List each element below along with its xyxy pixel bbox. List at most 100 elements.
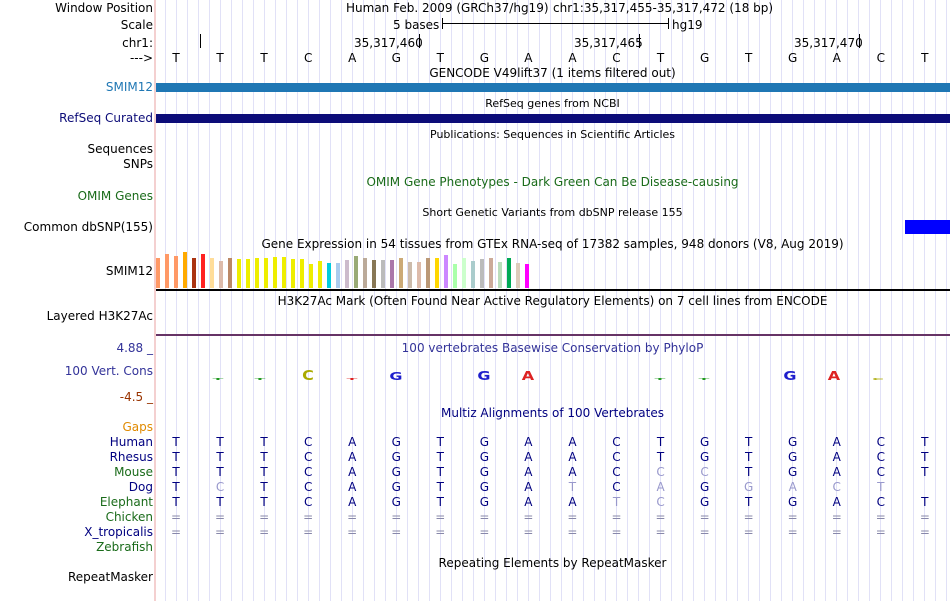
gtex-tissue-bar[interactable] — [507, 258, 511, 288]
reference-base: T — [921, 51, 929, 65]
omim-track-title[interactable]: OMIM Gene Phenotypes - Dark Green Can Be… — [366, 175, 739, 189]
multiz-species-label[interactable]: Chicken — [105, 510, 153, 524]
gtex-tissue-bar[interactable] — [291, 259, 295, 288]
h3k27ac-track-title[interactable]: H3K27Ac Mark (Often Found Near Active Re… — [277, 294, 828, 308]
aligned-base: T — [744, 450, 753, 464]
aligned-base: T — [172, 450, 180, 464]
phylop-track-title[interactable]: 100 vertebrates Basewise Conservation by… — [401, 341, 704, 355]
gtex-tissue-bar[interactable] — [516, 263, 520, 288]
multiz-species-label[interactable]: Elephant — [99, 495, 153, 509]
gtex-tissue-bar[interactable] — [237, 259, 241, 288]
phylop-track-label[interactable]: 100 Vert. Cons — [64, 364, 153, 378]
conservation-logo-letter: C — [872, 377, 884, 380]
gtex-tissue-bar[interactable] — [453, 264, 457, 288]
omim-track-label[interactable]: OMIM Genes — [77, 189, 153, 203]
gtex-expression-bars[interactable] — [156, 250, 536, 288]
aligned-base: C — [612, 465, 621, 479]
publications-track-title[interactable]: Publications: Sequences in Scientific Ar… — [430, 128, 675, 141]
repeatmasker-track-label[interactable]: RepeatMasker — [67, 570, 153, 584]
aligned-base: C — [832, 480, 841, 494]
aligned-base: C — [215, 480, 225, 494]
gtex-track-title[interactable]: Gene Expression in 54 tissues from GTEx … — [261, 237, 844, 251]
gtex-tissue-bar[interactable] — [417, 262, 421, 288]
gtex-tissue-bar[interactable] — [174, 256, 178, 288]
aligned-base: T — [568, 480, 577, 494]
publications-sequences-label[interactable]: Sequences — [87, 142, 153, 156]
multiz-species-label[interactable]: Human — [109, 435, 153, 449]
aligned-base: = — [391, 525, 402, 539]
gtex-tissue-bar[interactable] — [354, 256, 358, 288]
gtex-tissue-bar[interactable] — [390, 260, 394, 288]
gtex-tissue-bar[interactable] — [408, 262, 412, 288]
publications-snps-label[interactable]: SNPs — [123, 157, 153, 171]
gtex-tissue-bar[interactable] — [345, 260, 349, 288]
gtex-tissue-bar[interactable] — [228, 258, 232, 288]
multiz-track-title[interactable]: Multiz Alignments of 100 Vertebrates — [440, 406, 665, 420]
gtex-tissue-bar[interactable] — [246, 259, 250, 288]
gtex-tissue-bar[interactable] — [318, 261, 322, 288]
gtex-tissue-bar[interactable] — [498, 262, 502, 288]
aligned-base: T — [921, 450, 929, 464]
gtex-tissue-bar[interactable] — [210, 258, 214, 288]
aligned-base: T — [744, 465, 753, 479]
gtex-tissue-bar[interactable] — [471, 261, 475, 288]
reference-base: T — [260, 51, 268, 65]
dbsnp-track-title[interactable]: Short Genetic Variants from dbSNP releas… — [422, 206, 683, 219]
aligned-base: T — [260, 480, 268, 494]
reference-base: C — [876, 51, 885, 65]
gtex-tissue-bar[interactable] — [444, 255, 448, 288]
refseq-gene-feature[interactable] — [156, 114, 950, 123]
aligned-base: = — [170, 525, 182, 539]
gtex-tissue-bar[interactable] — [435, 258, 439, 288]
h3k27ac-track-label[interactable]: Layered H3K27Ac — [46, 309, 153, 323]
multiz-species-label[interactable]: X_tropicalis — [84, 525, 153, 539]
gencode-gene-label[interactable]: SMIM12 — [105, 80, 153, 94]
gtex-tissue-bar[interactable] — [201, 254, 205, 288]
multiz-species-label[interactable]: Mouse — [114, 465, 153, 479]
aligned-base: T — [172, 435, 180, 449]
gtex-tissue-bar[interactable] — [426, 258, 430, 288]
gtex-tissue-bar[interactable] — [273, 257, 277, 288]
gtex-tissue-bar[interactable] — [264, 258, 268, 288]
gtex-tissue-bar[interactable] — [219, 261, 223, 288]
gtex-tissue-bar[interactable] — [165, 254, 169, 288]
gtex-tissue-bar[interactable] — [399, 258, 403, 288]
repeatmasker-track-title[interactable]: Repeating Elements by RepeatMasker — [438, 556, 667, 570]
ruler-coord-1: 35,317,460 — [354, 36, 423, 50]
reference-base: T — [172, 51, 180, 65]
gtex-tissue-bar[interactable] — [282, 257, 286, 288]
gtex-tissue-bar[interactable] — [327, 263, 331, 288]
refseq-track-label[interactable]: RefSeq Curated — [59, 111, 153, 125]
multiz-species-label[interactable]: Rhesus — [109, 450, 153, 464]
aligned-base: T — [216, 495, 224, 509]
multiz-species-label[interactable]: Zebrafish — [96, 540, 153, 554]
gtex-tissue-bar[interactable] — [309, 264, 313, 288]
aligned-base: = — [919, 525, 930, 539]
ruler-coord-3: 35,317,470 — [794, 36, 863, 50]
dbsnp-variant-feature[interactable] — [905, 220, 950, 234]
gtex-tissue-bar[interactable] — [336, 263, 340, 288]
gtex-tissue-bar[interactable] — [525, 264, 529, 288]
gtex-gene-label[interactable]: SMIM12 — [105, 264, 153, 278]
gtex-tissue-bar[interactable] — [300, 259, 304, 288]
gtex-tissue-bar[interactable] — [192, 258, 196, 288]
gtex-tissue-bar[interactable] — [363, 258, 367, 288]
aligned-base: A — [524, 435, 533, 449]
gtex-tissue-bar[interactable] — [489, 258, 493, 288]
conservation-logo-letter: A — [828, 370, 840, 384]
gtex-tissue-bar[interactable] — [183, 252, 187, 288]
gtex-tissue-bar[interactable] — [381, 260, 385, 288]
multiz-gaps-label[interactable]: Gaps — [122, 420, 153, 434]
gtex-tissue-bar[interactable] — [255, 258, 259, 288]
gencode-gene-feature[interactable] — [156, 83, 950, 92]
refseq-track-title[interactable]: RefSeq genes from NCBI — [485, 97, 620, 110]
gencode-track-title[interactable]: GENCODE V49lift37 (1 items filtered out) — [429, 66, 676, 80]
gtex-tissue-bar[interactable] — [480, 259, 484, 288]
gtex-tissue-bar[interactable] — [462, 258, 466, 288]
aligned-base: G — [391, 480, 401, 494]
gtex-tissue-bar[interactable] — [156, 258, 160, 288]
multiz-species-label[interactable]: Dog — [128, 480, 153, 494]
gtex-tissue-bar[interactable] — [372, 260, 376, 288]
dbsnp-track-label[interactable]: Common dbSNP(155) — [23, 220, 153, 234]
